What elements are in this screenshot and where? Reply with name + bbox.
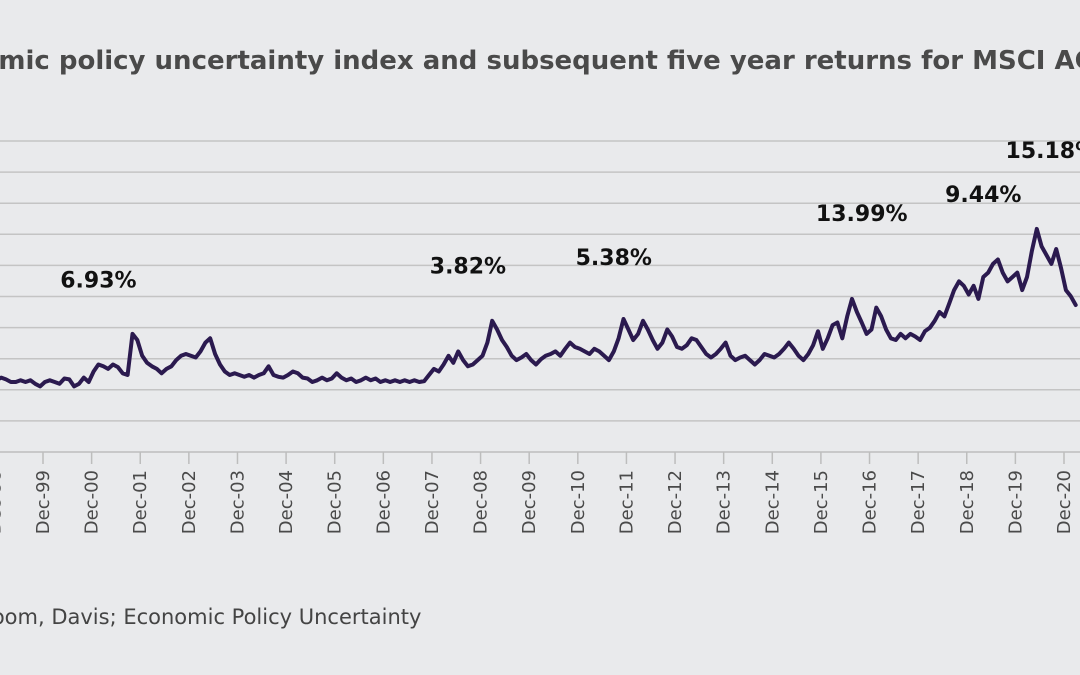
data-label: 6.93% [60, 269, 136, 294]
series-line [0, 226, 1078, 389]
x-tick-label: Dec-05 [325, 470, 346, 534]
x-tick-label: Dec-00 [82, 470, 103, 534]
chart-title: nomic policy uncertainty index and subse… [0, 46, 1080, 76]
source-note: loom, Davis; Economic Policy Uncertainty [0, 605, 422, 629]
x-tick-label: Dec-20 [1054, 470, 1075, 534]
x-tick-label: Dec-13 [714, 470, 735, 534]
x-tick-label: Dec-04 [276, 470, 297, 534]
data-label: 5.38% [576, 246, 652, 271]
x-tick-label: Dec-12 [665, 470, 686, 534]
x-tick-label: Dec-03 [227, 470, 248, 534]
x-tick-label: Dec-06 [373, 470, 394, 534]
x-tick-label: Dec-08 [471, 470, 492, 534]
data-labels: 6.93% 3.82% 5.38% 13.99% 9.44% 15.18% [60, 139, 1080, 294]
x-tick-label: Dec-17 [908, 470, 929, 534]
x-tick-label: Dec-18 [957, 470, 978, 534]
x-tick-label: Dec-15 [811, 470, 832, 534]
data-label: 9.44% [945, 183, 1021, 208]
x-tick-label: Dec-14 [762, 470, 783, 534]
gridlines [0, 140, 1080, 453]
x-tick-label: Dec-01 [130, 470, 151, 534]
x-tick-label: Dec-09 [519, 470, 540, 534]
data-label: 13.99% [816, 202, 908, 227]
series-layer [0, 226, 1078, 389]
x-tick-label: Dec-10 [568, 470, 589, 534]
x-tick-label: Dec-99 [33, 470, 54, 534]
x-tick-label: Dec-02 [179, 470, 200, 534]
data-label: 15.18% [1006, 139, 1080, 164]
data-label: 3.82% [430, 255, 506, 280]
x-tick-label: Dec-19 [1005, 470, 1026, 534]
x-tick-label: Dec-11 [616, 470, 637, 534]
x-axis: Dec-98 Dec-99 Dec-00 Dec-01 Dec-02 Dec-03 Dec-… [0, 452, 1075, 534]
x-tick-label: Dec-16 [860, 470, 881, 534]
x-tick-label: Dec-07 [422, 470, 443, 534]
x-tick-label: Dec-98 [0, 470, 5, 534]
